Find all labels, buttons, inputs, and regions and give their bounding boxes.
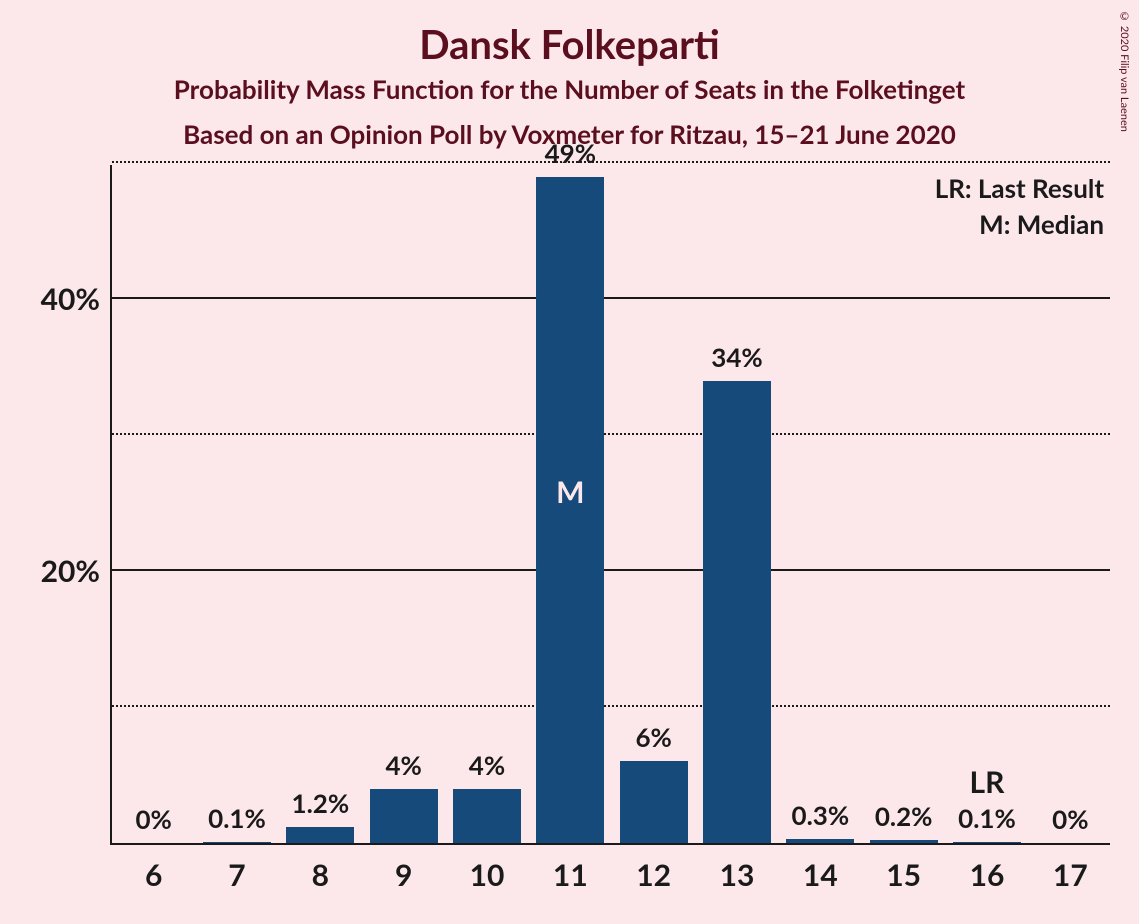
bar-value-label: 34% xyxy=(711,341,762,373)
bar-value-label: 0.3% xyxy=(792,799,850,831)
x-axis-label: 11 xyxy=(553,857,588,893)
bar-value-label: 0.1% xyxy=(958,802,1016,834)
x-axis-label: 9 xyxy=(395,857,412,893)
bar xyxy=(203,842,271,843)
gridline-minor xyxy=(112,161,1110,163)
bar xyxy=(786,839,854,843)
bar-value-label: 6% xyxy=(635,721,671,753)
bar-value-label: 0.1% xyxy=(208,802,266,834)
bar-value-label: 1.2% xyxy=(292,787,350,819)
bar-value-label: 49% xyxy=(545,137,596,169)
bar-value-label: 4% xyxy=(469,749,505,781)
chart-subtitle-1: Probability Mass Function for the Number… xyxy=(0,73,1139,105)
x-axis-label: 6 xyxy=(145,857,162,893)
x-axis-label: 8 xyxy=(312,857,329,893)
bar xyxy=(870,840,938,843)
bar xyxy=(953,842,1021,843)
bar-annotation: M xyxy=(556,474,584,510)
chart-title: Dansk Folkeparti xyxy=(0,20,1139,68)
x-axis-label: 15 xyxy=(886,857,921,893)
copyright-text: © 2020 Filip van Laenen xyxy=(1118,10,1131,132)
bar-value-label: 0% xyxy=(1052,803,1088,835)
bar xyxy=(370,789,438,843)
x-axis-label: 16 xyxy=(970,857,1005,893)
bar-annotation: LR xyxy=(970,764,1005,800)
y-axis-label: 40% xyxy=(41,281,100,317)
x-axis-label: 14 xyxy=(803,857,838,893)
y-axis-label: 20% xyxy=(41,553,100,589)
x-axis-label: 12 xyxy=(636,857,671,893)
plot-area: 20%40%0%60.1%71.2%84%94%1049%M116%1234%1… xyxy=(110,165,1110,845)
gridline-minor xyxy=(112,705,1110,707)
chart-container: Dansk Folkeparti Probability Mass Functi… xyxy=(0,0,1139,924)
bar xyxy=(703,381,771,843)
gridline-minor xyxy=(112,433,1110,435)
x-axis-label: 17 xyxy=(1053,857,1088,893)
bar xyxy=(286,827,354,843)
legend-last-result: LR: Last Result xyxy=(935,172,1104,204)
x-axis-label: 13 xyxy=(720,857,755,893)
bar xyxy=(620,761,688,843)
bar-value-label: 0% xyxy=(135,803,171,835)
bar xyxy=(453,789,521,843)
x-axis-label: 7 xyxy=(228,857,245,893)
gridline-major xyxy=(112,297,1110,299)
x-axis-label: 10 xyxy=(470,857,505,893)
gridline-major xyxy=(112,569,1110,571)
bar-value-label: 0.2% xyxy=(875,800,933,832)
legend-median: M: Median xyxy=(979,208,1104,240)
bar-value-label: 4% xyxy=(385,749,421,781)
